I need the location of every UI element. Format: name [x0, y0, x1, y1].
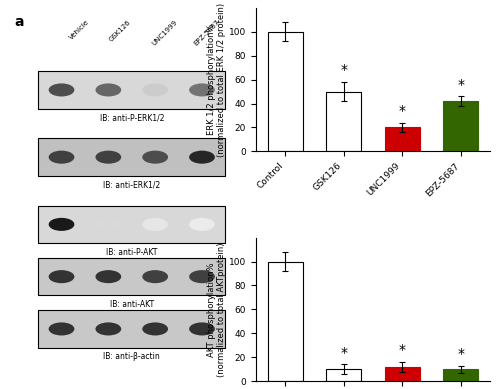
- Bar: [38, 71, 226, 109]
- Text: *: *: [398, 343, 406, 357]
- Text: *: *: [398, 104, 406, 118]
- Ellipse shape: [142, 83, 168, 96]
- Ellipse shape: [48, 218, 74, 231]
- Ellipse shape: [142, 218, 168, 231]
- Text: IB: anti-P-AKT: IB: anti-P-AKT: [106, 247, 158, 256]
- Ellipse shape: [189, 83, 215, 96]
- Ellipse shape: [96, 270, 121, 283]
- Bar: [38, 206, 226, 243]
- Ellipse shape: [96, 218, 121, 231]
- Text: UNC1999: UNC1999: [150, 19, 178, 47]
- Bar: [326, 91, 361, 151]
- Ellipse shape: [96, 83, 121, 96]
- Text: IB: anti-AKT: IB: anti-AKT: [110, 300, 154, 309]
- Bar: [443, 101, 478, 151]
- Bar: [268, 261, 302, 381]
- Text: GSK126: GSK126: [108, 19, 132, 43]
- Ellipse shape: [142, 322, 168, 335]
- Y-axis label: ERK 1/2 phosphorylation%
(normalized to total ERK 1/2 protein): ERK 1/2 phosphorylation% (normalized to …: [206, 3, 226, 157]
- Ellipse shape: [189, 218, 215, 231]
- Text: EPZ-5687: EPZ-5687: [192, 19, 220, 47]
- Ellipse shape: [189, 322, 215, 335]
- Ellipse shape: [142, 151, 168, 164]
- Text: *: *: [457, 347, 464, 361]
- Text: a: a: [14, 15, 24, 29]
- Ellipse shape: [48, 83, 74, 96]
- Bar: [38, 258, 226, 295]
- Bar: [384, 128, 420, 151]
- Text: IB: anti-ERK1/2: IB: anti-ERK1/2: [103, 180, 160, 189]
- Bar: [443, 369, 478, 381]
- Text: IB: anti-β-actin: IB: anti-β-actin: [104, 352, 160, 361]
- Ellipse shape: [48, 270, 74, 283]
- Bar: [384, 367, 420, 381]
- Text: *: *: [457, 77, 464, 91]
- Ellipse shape: [96, 151, 121, 164]
- Ellipse shape: [189, 151, 215, 164]
- Ellipse shape: [48, 322, 74, 335]
- Bar: [268, 32, 302, 151]
- Ellipse shape: [189, 270, 215, 283]
- Text: *: *: [340, 346, 347, 360]
- Bar: [38, 310, 226, 348]
- Text: IB: anti-P-ERK1/2: IB: anti-P-ERK1/2: [100, 113, 164, 122]
- Bar: [38, 138, 226, 176]
- Text: Vehicle: Vehicle: [68, 19, 90, 41]
- Ellipse shape: [142, 270, 168, 283]
- Y-axis label: AKT phosphorylation%
(normalized to total AKTprotein): AKT phosphorylation% (normalized to tota…: [206, 242, 226, 377]
- Bar: [326, 369, 361, 381]
- Ellipse shape: [96, 322, 121, 335]
- Text: *: *: [340, 63, 347, 77]
- Ellipse shape: [48, 151, 74, 164]
